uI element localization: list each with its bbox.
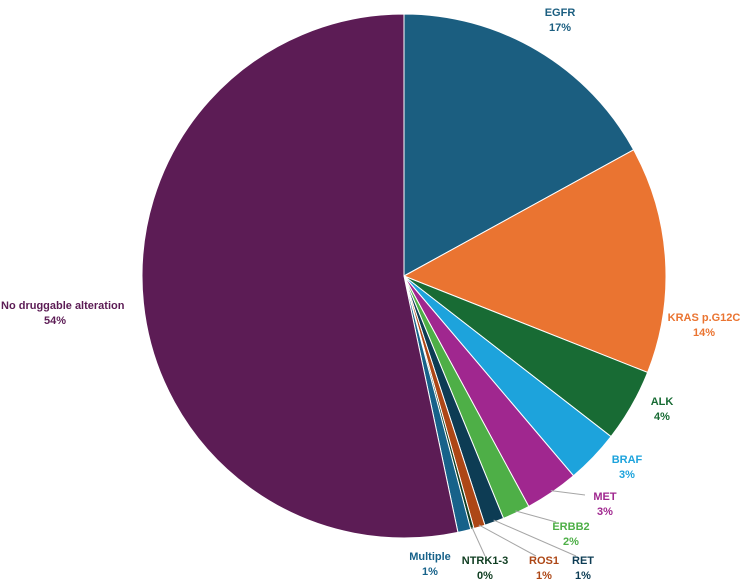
slice-name: EGFR xyxy=(545,7,576,19)
slice-egfr xyxy=(403,13,635,277)
leader-line-ros1 xyxy=(478,524,537,557)
slice-kras-p-g12c xyxy=(402,149,667,374)
slice-name: RET xyxy=(572,555,594,567)
slice-percent: 54% xyxy=(44,315,66,327)
slice-percent: 4% xyxy=(654,411,670,423)
slice-name: ERBB2 xyxy=(552,521,589,533)
slice-name: ROS1 xyxy=(529,555,559,567)
slice-label-multiple: Multiple 1% xyxy=(409,551,451,578)
slice-percent: 17% xyxy=(549,22,571,34)
slice-name: BRAF xyxy=(612,454,643,466)
slice-name: Multiple xyxy=(409,551,451,563)
slice-label-met: MET 3% xyxy=(593,491,617,518)
leader-lines xyxy=(471,490,586,557)
slice-percent: 1% xyxy=(575,570,591,582)
slice-name: NTRK1-3 xyxy=(462,555,508,567)
slice-name: MET xyxy=(593,491,617,503)
slice-name: ALK xyxy=(651,396,674,408)
slice-labels: EGFR 17%KRAS p.G12C 14%ALK 4%BRAF 3%MET 3%ERB… xyxy=(1,7,740,582)
slice-percent: 1% xyxy=(536,570,552,582)
slice-label-no-druggable-alteration: No druggable alteration 54% xyxy=(1,300,125,327)
slice-label-ret: RET 1% xyxy=(572,555,594,582)
slice-label-alk: ALK 4% xyxy=(651,396,674,423)
slice-label-ntrk1-3: NTRK1-3 0% xyxy=(462,555,508,582)
leader-line-ret xyxy=(493,519,577,557)
slice-label-erbb2: ERBB2 2% xyxy=(552,521,589,548)
slice-percent: 3% xyxy=(619,469,635,481)
slice-no-druggable-alteration xyxy=(141,13,459,539)
slice-percent: 2% xyxy=(563,536,579,548)
leader-line-erbb2 xyxy=(515,510,557,523)
slice-percent: 0% xyxy=(477,570,493,582)
slice-percent: 1% xyxy=(422,566,438,578)
slice-percent: 3% xyxy=(597,506,613,518)
slice-label-ros1: ROS1 1% xyxy=(529,555,559,582)
slice-label-kras-p-g12c: KRAS p.G12C 14% xyxy=(668,312,741,339)
leader-line-ntrk1-3 xyxy=(471,526,486,557)
pie-slices xyxy=(141,13,667,539)
slice-percent: 14% xyxy=(693,327,715,339)
slice-name: No druggable alteration xyxy=(1,300,125,312)
slice-label-egfr: EGFR 17% xyxy=(545,7,576,34)
slice-label-braf: BRAF 3% xyxy=(612,454,643,481)
leader-line-met xyxy=(550,490,586,496)
slice-name: KRAS p.G12C xyxy=(668,312,741,324)
